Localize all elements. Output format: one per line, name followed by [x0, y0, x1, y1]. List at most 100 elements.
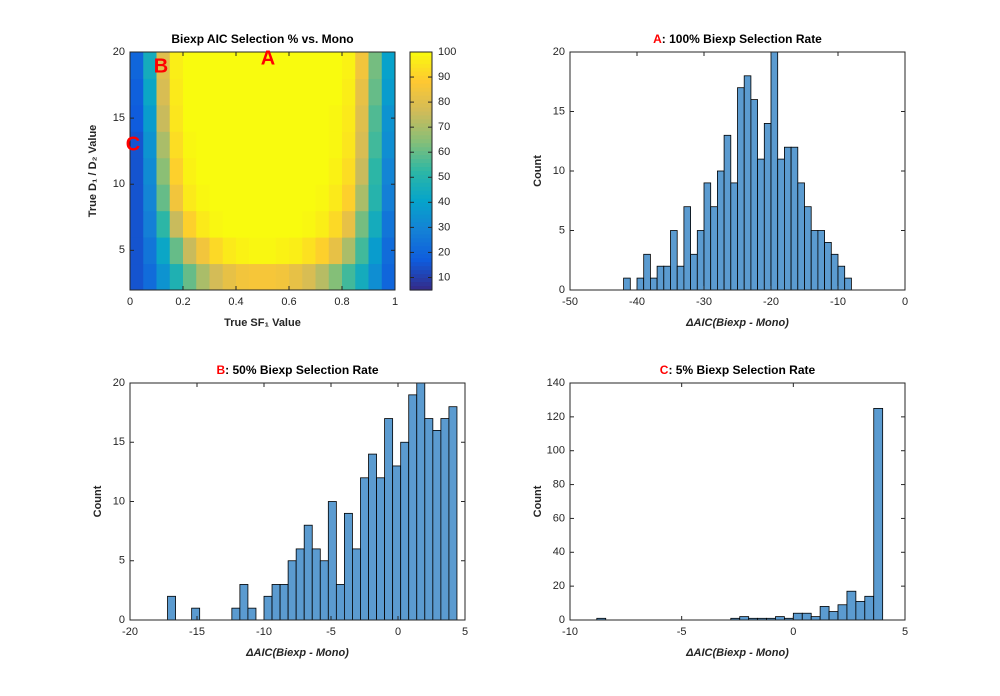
x-tick-label: 0.2 [175, 296, 190, 308]
heatmap-cell [381, 78, 396, 106]
heatmap-cell [262, 104, 277, 132]
y-tick-label: 10 [553, 165, 565, 177]
heatmap-cell [236, 52, 250, 79]
histogram-bar [360, 477, 369, 621]
heatmap-cell [262, 184, 277, 212]
heatmap-cell [328, 131, 343, 159]
colorbar-swatch [410, 226, 432, 232]
histogram-bar [670, 230, 678, 291]
heatmap-cell [289, 131, 303, 159]
colorbar-swatch [410, 214, 432, 220]
heatmap-cell [183, 263, 197, 291]
histogram-bar [723, 134, 732, 291]
heatmap-cell [262, 237, 277, 265]
heatmap-cell [209, 131, 224, 159]
colorbar-swatch [410, 266, 432, 271]
heatmap-cell [381, 263, 396, 291]
heatmap-cell [342, 157, 356, 185]
y-tick-label: 5 [119, 555, 125, 567]
heatmap-cell [130, 104, 144, 132]
histogram-bar [327, 501, 337, 621]
heatmap-cell [169, 210, 184, 238]
heatmap-cell [183, 78, 197, 106]
heatmap-cell [196, 237, 210, 265]
colorbar-swatch [410, 55, 432, 61]
heatmap-cell [156, 78, 171, 106]
histogram-bar [384, 418, 394, 621]
colorbar-swatch [410, 147, 432, 152]
histogram-bar [271, 584, 281, 621]
x-tick-label: -20 [763, 296, 779, 308]
heatmap-cell [381, 210, 396, 238]
heatmap-cell [222, 210, 237, 238]
x-tick-label: 0.8 [334, 296, 349, 308]
heatmap-cell [249, 184, 263, 212]
heatmap-cell [222, 52, 237, 79]
heatmap-cell [183, 131, 197, 159]
y-tick-label: 120 [547, 411, 565, 423]
heatmap-cell [315, 210, 330, 238]
colorbar-swatch [410, 155, 432, 160]
heatmap-cell [289, 237, 303, 265]
heatmap-cell [342, 78, 356, 106]
colorbar-swatch [410, 206, 432, 212]
x-tick-label: 1 [392, 296, 398, 308]
x-tick-label: 0.4 [228, 296, 243, 308]
heatmap-cell [236, 78, 250, 106]
heatmap-cell [222, 78, 237, 106]
y-tick-label: 5 [119, 244, 125, 256]
histogram-bar [792, 612, 803, 621]
title-text: : 50% Biexp Selection Rate [225, 363, 379, 377]
heatmap-cell [196, 52, 210, 79]
histogram-bar [770, 51, 779, 291]
heatmap-cell [156, 184, 171, 212]
annotation: A [261, 47, 275, 69]
heatmap-cell [249, 237, 263, 265]
heatmap-cell [249, 263, 263, 291]
heatmap-cell [183, 104, 197, 132]
heatmap-cell [196, 184, 210, 212]
histogram-bar [717, 170, 725, 291]
histogram-bar [784, 146, 792, 291]
histogram-bar [343, 512, 353, 621]
y-tick-label: 20 [553, 580, 565, 592]
histogram-bar [830, 253, 839, 291]
histogram-bar [311, 548, 321, 621]
heatmap-cell [315, 104, 330, 132]
histogram-bar [837, 604, 848, 621]
histogram-bar [817, 230, 826, 291]
y-tick-label: 140 [547, 377, 565, 389]
histogram-bar [730, 182, 738, 291]
heatmap-cell [169, 78, 184, 106]
heatmap-cell [169, 104, 184, 132]
heatmap-cell [130, 210, 144, 238]
x-tick-label: -10 [256, 626, 272, 638]
y-axis-label: Count [92, 485, 104, 517]
colorbar-swatch [410, 278, 432, 283]
heatmap-cell [236, 210, 250, 238]
heatmap-cell [209, 104, 224, 132]
heatmap-cell [183, 210, 197, 238]
heatmap-cell [236, 184, 250, 212]
colorbar-swatch [410, 230, 432, 236]
histogram-bar [810, 616, 821, 621]
x-tick-label: 5 [462, 626, 468, 638]
heatmap-cell [209, 78, 224, 106]
histogram-bar [844, 277, 852, 291]
colorbar-swatch [410, 270, 432, 275]
axes-frame [129, 51, 396, 291]
heatmap-cell [143, 78, 157, 106]
colorbar-swatch [410, 202, 432, 208]
colorbar-tick-label: 80 [438, 96, 450, 108]
colorbar-swatch [410, 52, 432, 57]
heatmap-cell [289, 263, 303, 291]
heatmap-cell [169, 263, 184, 291]
heatmap-cell [236, 237, 250, 265]
colorbar-tick-label: 90 [438, 71, 450, 83]
heatmap-cell [156, 104, 171, 132]
heatmap-cell [222, 184, 237, 212]
heatmap-cell [328, 184, 343, 212]
colorbar-swatch [410, 67, 432, 73]
colorbar-swatch [410, 139, 432, 144]
